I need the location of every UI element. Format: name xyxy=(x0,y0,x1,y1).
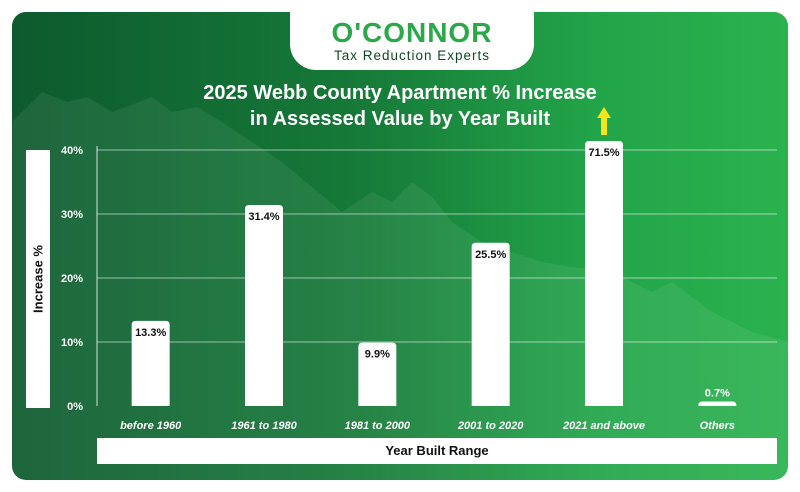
x-tick-label: 1961 to 1980 xyxy=(231,420,297,432)
bar-value-label: 0.7% xyxy=(705,388,730,400)
y-tick-label: 20% xyxy=(61,273,83,285)
bar xyxy=(471,242,510,406)
x-axis-label: Year Built Range xyxy=(97,438,777,464)
bar-value-label: 13.3% xyxy=(135,327,166,339)
bar xyxy=(245,205,283,406)
y-tick-label: 0% xyxy=(67,401,83,413)
up-arrow-icon xyxy=(597,107,611,135)
x-tick-label: 1981 to 2000 xyxy=(345,420,411,432)
y-tick-label: 10% xyxy=(61,337,83,349)
x-tick-label: Others xyxy=(700,420,735,432)
brand-tagline: Tax Reduction Experts xyxy=(333,48,491,63)
brand-name: O'CONNOR xyxy=(331,17,493,48)
y-tick-label: 30% xyxy=(61,209,83,221)
bar xyxy=(131,320,170,406)
bar-value-label: 25.5% xyxy=(475,249,506,261)
bar xyxy=(585,141,623,406)
bar xyxy=(698,401,737,406)
brand-logo: O'CONNOR Tax Reduction Experts xyxy=(290,12,534,70)
bar-value-label: 31.4% xyxy=(248,211,279,223)
chart-title-line-2: in Assessed Value by Year Built xyxy=(249,108,551,130)
y-axis-label-box xyxy=(26,150,50,408)
x-tick-label: 2001 to 2020 xyxy=(457,420,524,432)
x-tick-label: before 1960 xyxy=(120,420,182,432)
chart-title-line-1: 2025 Webb County Apartment % Increase xyxy=(203,82,597,104)
bar-value-label: 9.9% xyxy=(365,349,390,361)
y-tick-label: 40% xyxy=(61,145,83,157)
x-tick-label: 2021 and above xyxy=(562,420,645,432)
bar xyxy=(358,342,397,406)
bar-value-label: 71.5% xyxy=(588,147,619,159)
